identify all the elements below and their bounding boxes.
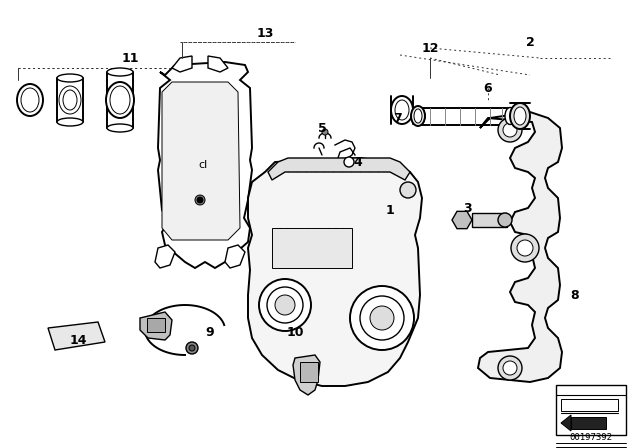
Text: 9: 9 <box>205 326 214 339</box>
Circle shape <box>322 129 328 135</box>
Polygon shape <box>162 82 240 240</box>
Ellipse shape <box>107 68 133 76</box>
Circle shape <box>259 279 311 331</box>
Ellipse shape <box>107 124 133 132</box>
Bar <box>272 228 352 268</box>
Circle shape <box>189 345 195 351</box>
Bar <box>300 362 318 382</box>
Polygon shape <box>452 211 472 228</box>
Ellipse shape <box>414 109 422 123</box>
Text: 3: 3 <box>464 202 472 215</box>
Ellipse shape <box>106 82 134 118</box>
Ellipse shape <box>395 100 409 120</box>
Circle shape <box>344 157 354 167</box>
Text: 6: 6 <box>484 82 492 95</box>
Ellipse shape <box>110 86 130 114</box>
Ellipse shape <box>415 108 425 125</box>
Text: 2: 2 <box>525 35 534 48</box>
Circle shape <box>498 213 512 227</box>
Text: 8: 8 <box>571 289 579 302</box>
Ellipse shape <box>514 107 526 125</box>
Polygon shape <box>478 112 562 382</box>
Text: 11: 11 <box>121 52 139 65</box>
Text: 12: 12 <box>421 42 439 55</box>
Text: 13: 13 <box>256 26 274 39</box>
Polygon shape <box>293 355 320 395</box>
Circle shape <box>350 286 414 350</box>
Polygon shape <box>248 158 422 386</box>
Text: 10: 10 <box>286 326 304 339</box>
Ellipse shape <box>59 86 81 114</box>
Text: 4: 4 <box>354 155 362 168</box>
Circle shape <box>498 118 522 142</box>
Polygon shape <box>155 245 175 268</box>
Ellipse shape <box>391 96 413 124</box>
Circle shape <box>186 342 198 354</box>
Text: cl: cl <box>198 160 207 170</box>
Polygon shape <box>140 312 172 340</box>
Circle shape <box>370 306 394 330</box>
Bar <box>472 213 507 227</box>
Ellipse shape <box>17 84 43 116</box>
Circle shape <box>517 240 533 256</box>
Text: 7: 7 <box>394 112 403 125</box>
Circle shape <box>503 361 517 375</box>
Ellipse shape <box>21 88 39 112</box>
Polygon shape <box>561 399 618 411</box>
Polygon shape <box>268 158 410 180</box>
Circle shape <box>195 195 205 205</box>
Circle shape <box>275 295 295 315</box>
Polygon shape <box>571 417 606 429</box>
Polygon shape <box>172 56 192 72</box>
Circle shape <box>400 182 416 198</box>
Circle shape <box>267 287 303 323</box>
Circle shape <box>197 197 203 203</box>
Text: 00197392: 00197392 <box>570 432 612 441</box>
Bar <box>556 385 626 435</box>
Polygon shape <box>225 245 245 268</box>
Ellipse shape <box>63 90 77 110</box>
Polygon shape <box>208 56 228 72</box>
Bar <box>147 318 165 332</box>
Circle shape <box>511 234 539 262</box>
Ellipse shape <box>57 74 83 82</box>
Ellipse shape <box>411 106 425 126</box>
Polygon shape <box>48 322 105 350</box>
Polygon shape <box>561 415 571 431</box>
Polygon shape <box>158 62 252 268</box>
Text: 5: 5 <box>317 121 326 134</box>
Text: 14: 14 <box>69 333 87 346</box>
Ellipse shape <box>57 118 83 126</box>
Circle shape <box>503 123 517 137</box>
Circle shape <box>498 356 522 380</box>
Text: 1: 1 <box>386 203 394 216</box>
Circle shape <box>360 296 404 340</box>
Ellipse shape <box>510 103 530 129</box>
Ellipse shape <box>505 108 515 125</box>
